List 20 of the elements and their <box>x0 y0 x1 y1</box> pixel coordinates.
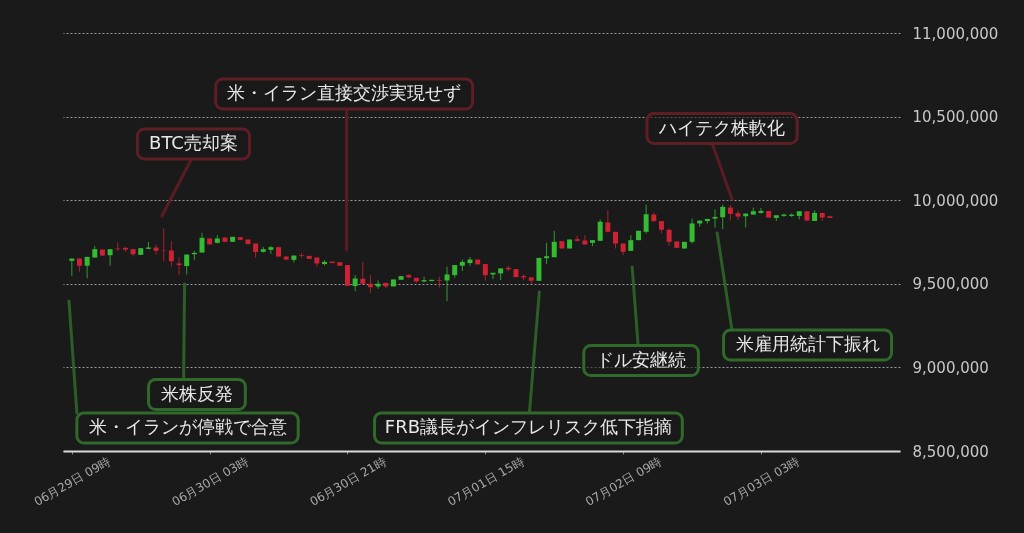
y-tick-label: 10,500,000 <box>912 108 999 127</box>
x-tick-label: 06月29日 09時 <box>31 454 113 509</box>
x-tick-label: 07月02日 09時 <box>583 454 665 509</box>
annotation: 米雇用統計下振れ <box>735 333 880 354</box>
annotation: ハイテク株軟化 <box>658 116 786 138</box>
annotation: FRB議長がインフレリスク低下指摘 <box>384 416 673 437</box>
annotation: 米・イラン直接交渉実現せず <box>227 82 462 103</box>
y-tick-label: 10,000,000 <box>912 191 999 210</box>
y-tick-label: 8,500,000 <box>912 442 989 461</box>
y-tick-label: 9,500,000 <box>912 275 989 294</box>
annotation: 米株反発 <box>160 382 233 404</box>
x-tick-label: 06月30日 03時 <box>169 454 251 509</box>
annotation: BTC売却案 <box>149 132 238 153</box>
y-tick-label: 11,000,000 <box>912 24 999 43</box>
y-tick-label: 9,000,000 <box>912 358 989 377</box>
x-tick-label: 06月30日 21時 <box>307 454 389 509</box>
annotation: ドル安継続 <box>596 348 687 370</box>
annotation: 米・イランが停戦で合意 <box>88 416 287 437</box>
x-tick-label: 07月03日 03時 <box>720 454 803 509</box>
x-tick-label: 07月01日 15時 <box>445 454 527 509</box>
